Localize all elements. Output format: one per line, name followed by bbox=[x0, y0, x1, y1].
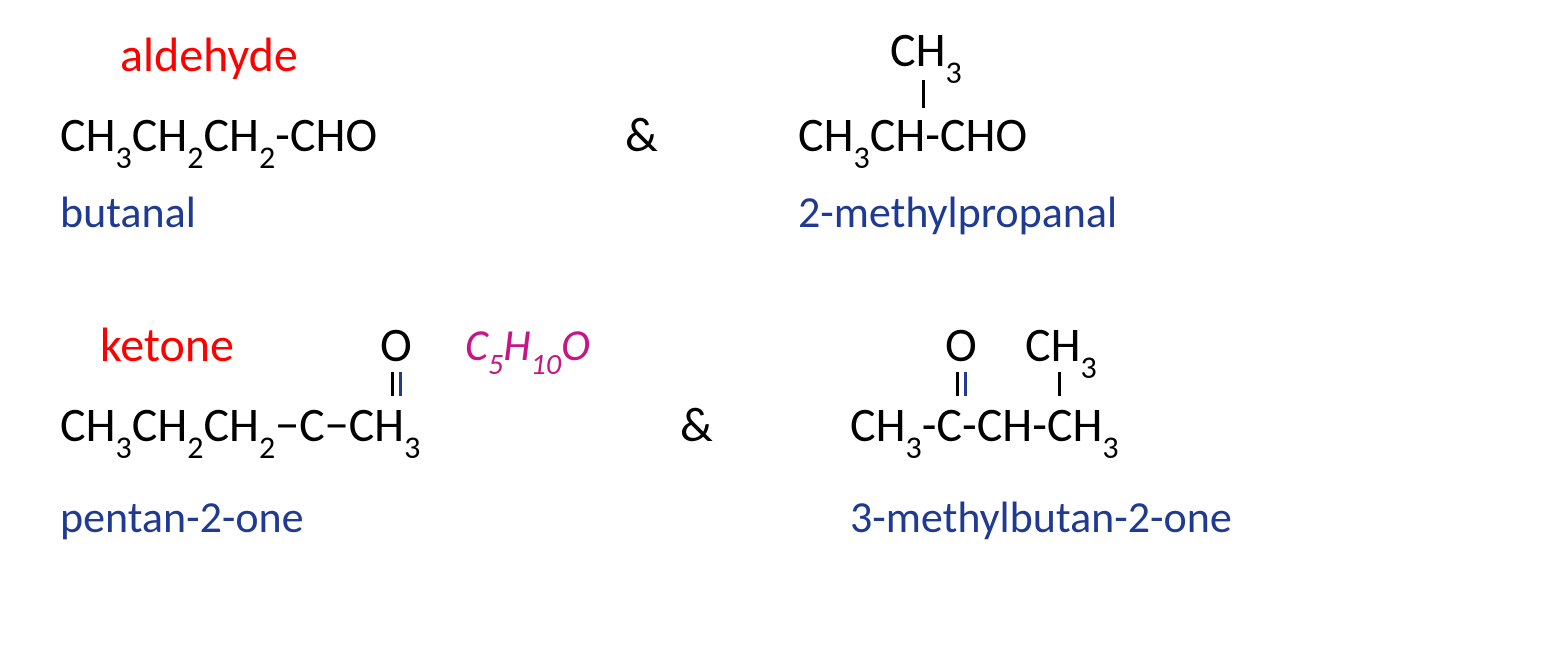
methylbutanone-dblbond-2 bbox=[964, 372, 967, 396]
butanal-formula: CH3CH2CH2-CHO bbox=[60, 105, 377, 171]
methylpropanal-name: 2-methylpropanal bbox=[798, 185, 1117, 239]
pentanone-name: pentan-2-one bbox=[60, 490, 304, 544]
methylbutanone-branch-bond bbox=[1058, 372, 1061, 396]
pentanone-dblbond-2 bbox=[399, 372, 402, 396]
methylpropanal-formula: CH3CH-CHO bbox=[798, 105, 1027, 171]
methylbutanone-formula: CH3-C-CH-CH3 bbox=[850, 395, 1119, 461]
molecular-formula: C5H10O bbox=[465, 318, 590, 379]
ampersand-2: & bbox=[680, 395, 713, 454]
methylpropanal-branch: CH3 bbox=[890, 20, 962, 86]
pentanone-oxygen: O bbox=[380, 315, 412, 374]
butanal-name: butanal bbox=[60, 185, 196, 239]
ketone-label: ketone bbox=[100, 315, 234, 374]
pentanone-dblbond-1 bbox=[391, 372, 394, 396]
chemistry-diagram: aldehyde CH3CH2CH2-CHO butanal & CH3 CH3… bbox=[60, 40, 1496, 609]
methylpropanal-branch-bond bbox=[922, 80, 925, 108]
methylbutanone-dblbond-1 bbox=[956, 372, 959, 396]
ampersand-1: & bbox=[625, 105, 658, 164]
aldehyde-label: aldehyde bbox=[120, 25, 298, 84]
methylbutanone-oxygen: O bbox=[945, 315, 977, 374]
methylbutanone-branch: CH3 bbox=[1025, 315, 1097, 381]
pentanone-formula: CH3CH2CH2−C−CH3 bbox=[60, 395, 420, 461]
methylbutanone-name: 3-methylbutan-2-one bbox=[850, 490, 1232, 544]
